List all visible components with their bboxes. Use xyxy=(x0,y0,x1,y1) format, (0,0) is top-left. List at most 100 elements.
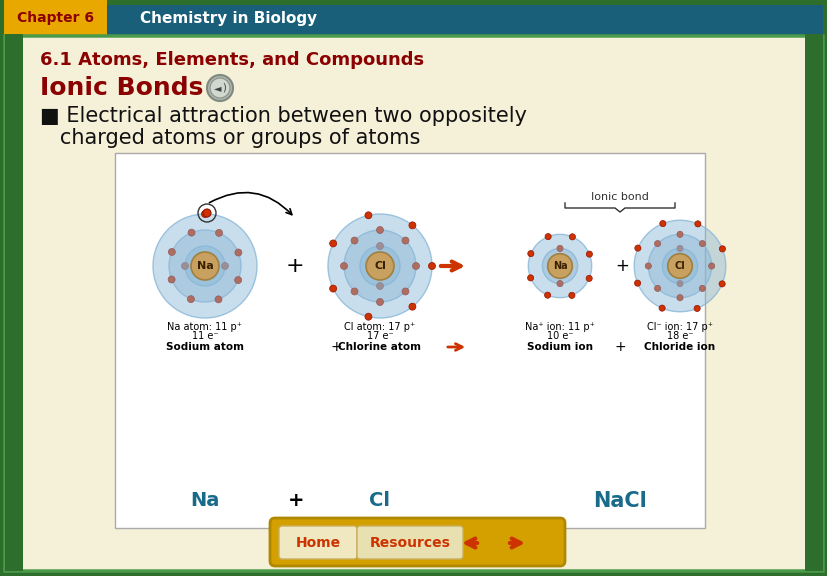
Bar xyxy=(5,34,23,571)
Circle shape xyxy=(693,305,700,312)
Circle shape xyxy=(351,288,357,295)
Text: +: + xyxy=(614,257,629,275)
Text: Na: Na xyxy=(190,491,219,510)
Circle shape xyxy=(235,249,241,256)
Text: Sodium ion: Sodium ion xyxy=(526,342,592,352)
Text: Sodium atom: Sodium atom xyxy=(165,342,244,352)
Circle shape xyxy=(412,263,419,270)
Circle shape xyxy=(633,220,725,312)
Circle shape xyxy=(191,252,218,280)
FancyBboxPatch shape xyxy=(279,526,356,559)
Circle shape xyxy=(222,263,228,270)
Text: +: + xyxy=(288,491,304,510)
Circle shape xyxy=(708,263,714,269)
Circle shape xyxy=(365,212,371,219)
Circle shape xyxy=(544,292,550,298)
Text: +: + xyxy=(285,256,304,276)
Circle shape xyxy=(527,275,533,281)
Circle shape xyxy=(234,276,241,283)
Circle shape xyxy=(153,214,256,318)
Circle shape xyxy=(365,313,371,320)
Circle shape xyxy=(648,234,711,298)
Text: Na⁺ ion: 11 p⁺: Na⁺ ion: 11 p⁺ xyxy=(524,322,595,332)
Circle shape xyxy=(586,275,591,282)
Circle shape xyxy=(184,246,225,286)
Bar xyxy=(5,5,822,36)
Circle shape xyxy=(168,276,174,283)
Bar xyxy=(804,34,822,571)
Circle shape xyxy=(662,248,697,283)
Circle shape xyxy=(360,246,399,286)
Circle shape xyxy=(542,248,577,283)
Circle shape xyxy=(376,242,383,249)
Text: Chlorine atom: Chlorine atom xyxy=(338,342,421,352)
Circle shape xyxy=(201,210,208,218)
Text: +: + xyxy=(330,340,342,354)
Circle shape xyxy=(428,263,435,270)
Circle shape xyxy=(542,248,577,283)
Circle shape xyxy=(667,253,691,278)
Text: Cl atom: 17 p⁺: Cl atom: 17 p⁺ xyxy=(344,322,415,332)
Text: 18 e⁻: 18 e⁻ xyxy=(666,331,692,341)
Circle shape xyxy=(184,246,225,286)
Circle shape xyxy=(153,214,256,318)
Text: ■ Electrical attraction between two oppositely: ■ Electrical attraction between two oppo… xyxy=(40,106,526,126)
Circle shape xyxy=(557,281,562,287)
Circle shape xyxy=(360,246,399,286)
Circle shape xyxy=(648,234,711,298)
Circle shape xyxy=(343,230,415,302)
Text: Cl⁻ ion: 17 p⁺: Cl⁻ ion: 17 p⁺ xyxy=(646,322,712,332)
Circle shape xyxy=(351,237,357,244)
Circle shape xyxy=(586,251,592,257)
Circle shape xyxy=(169,230,241,302)
Circle shape xyxy=(719,246,724,252)
Circle shape xyxy=(658,305,664,311)
Circle shape xyxy=(376,298,383,305)
Text: Chloride ion: Chloride ion xyxy=(643,342,715,352)
Text: Cl: Cl xyxy=(374,261,385,271)
Circle shape xyxy=(409,303,415,310)
Circle shape xyxy=(360,246,399,286)
Circle shape xyxy=(376,226,383,233)
Circle shape xyxy=(329,285,337,292)
Circle shape xyxy=(653,241,660,247)
Circle shape xyxy=(528,234,591,298)
Circle shape xyxy=(343,230,415,302)
Circle shape xyxy=(569,234,575,240)
Circle shape xyxy=(699,241,705,247)
Circle shape xyxy=(169,230,241,302)
Circle shape xyxy=(547,253,571,278)
FancyBboxPatch shape xyxy=(115,153,704,528)
Text: 10 e⁻: 10 e⁻ xyxy=(546,331,572,341)
Circle shape xyxy=(376,282,383,290)
Circle shape xyxy=(187,295,194,302)
FancyBboxPatch shape xyxy=(356,526,462,559)
Circle shape xyxy=(184,246,225,286)
Circle shape xyxy=(215,296,222,303)
Circle shape xyxy=(557,245,562,252)
Text: 6.1 Atoms, Elements, and Compounds: 6.1 Atoms, Elements, and Compounds xyxy=(40,51,423,69)
Circle shape xyxy=(659,221,665,226)
Circle shape xyxy=(633,220,725,312)
Text: 11 e⁻: 11 e⁻ xyxy=(192,331,218,341)
Circle shape xyxy=(401,237,409,244)
Text: charged atoms or groups of atoms: charged atoms or groups of atoms xyxy=(40,128,420,148)
Text: Ionic Bonds: Ionic Bonds xyxy=(40,76,203,100)
Circle shape xyxy=(366,252,394,280)
Text: NaCl: NaCl xyxy=(592,491,646,511)
Circle shape xyxy=(634,245,640,251)
Circle shape xyxy=(544,233,551,240)
FancyArrowPatch shape xyxy=(209,192,291,215)
FancyBboxPatch shape xyxy=(5,36,822,571)
Circle shape xyxy=(676,245,682,252)
Circle shape xyxy=(203,209,211,217)
Circle shape xyxy=(633,220,725,312)
Circle shape xyxy=(210,78,230,98)
Text: Resources: Resources xyxy=(369,536,450,550)
Circle shape xyxy=(528,234,591,298)
Circle shape xyxy=(168,248,175,255)
Circle shape xyxy=(662,248,697,283)
Circle shape xyxy=(401,288,409,295)
Circle shape xyxy=(327,214,432,318)
Circle shape xyxy=(215,229,222,236)
